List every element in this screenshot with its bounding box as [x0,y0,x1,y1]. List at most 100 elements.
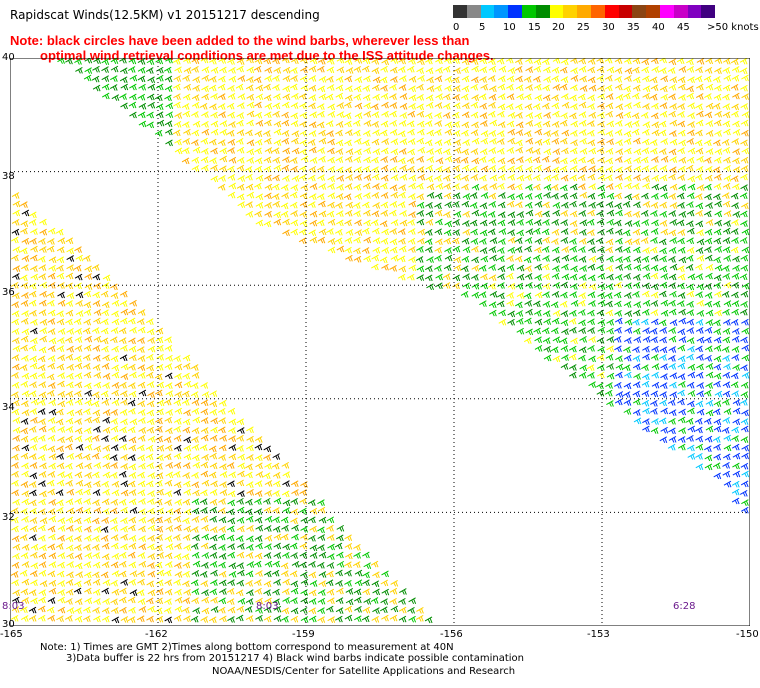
wind-barb [425,218,434,226]
wind-barb [532,148,541,155]
wind-barb [372,93,381,101]
wind-barb [127,317,136,325]
wind-barb [722,461,730,469]
wind-barb [362,551,370,559]
wind-barb [587,76,596,84]
wind-barb [722,58,731,65]
wind-barb [147,605,156,613]
wind-barb [615,363,624,371]
wind-barb [677,229,686,236]
wind-barb [587,327,595,334]
wind-barb [678,184,687,191]
wind-barb [21,462,29,470]
wind-barb [129,111,137,119]
wind-barb [93,282,101,290]
wind-barb [281,588,290,595]
wind-barb [75,571,84,578]
wind-barb [379,256,388,264]
wind-barb [182,93,191,101]
wind-barb [371,166,380,173]
wind-barb [434,139,443,146]
wind-barb [560,291,568,299]
wind-barb [100,290,109,298]
wind-barb [11,381,20,389]
wind-barb [282,597,290,604]
wind-barb [615,103,624,110]
wind-barb [210,147,218,155]
wind-barb [605,300,613,308]
wind-barb [462,210,470,218]
wind-barb [182,580,190,587]
wind-barb [622,391,631,398]
wind-barb [532,227,541,235]
wind-barb [506,255,514,262]
wind-barb [677,436,686,443]
wind-barb [128,606,136,614]
wind-barb [741,409,749,417]
wind-barb [93,445,102,453]
wind-barb [48,515,57,523]
wind-barb [127,454,136,461]
wind-barb [182,362,191,370]
wind-barb [164,344,173,352]
wind-barb [389,93,397,100]
wind-barb [192,84,200,92]
wind-barb [533,300,541,308]
wind-barb [183,488,192,496]
wind-barb [255,607,263,614]
wind-barb [200,427,209,434]
wind-barb [723,408,732,415]
wind-barb [228,444,237,451]
wind-barb [722,182,731,190]
wind-barb [704,336,712,344]
wind-barb [327,237,336,245]
wind-barb [66,247,75,255]
wind-barb [712,166,721,174]
wind-barb [453,67,461,74]
wind-barb [703,75,712,83]
wind-barb [191,481,200,489]
wind-barb [137,381,146,389]
wind-barb [316,121,325,129]
wind-barb [138,102,147,110]
wind-barb [668,247,677,254]
wind-barb [498,309,506,317]
wind-barb [254,130,263,138]
wind-barb [326,588,335,596]
wind-barb [201,524,210,532]
wind-barb [615,148,624,155]
wind-barb [451,111,460,119]
wind-barb [722,84,731,92]
wind-barb [147,490,155,497]
wind-barb [46,291,55,299]
wind-barb [110,561,119,569]
wind-barb [228,435,237,442]
wind-barb [138,525,146,533]
wind-barb [155,597,164,605]
wind-barb [633,156,641,164]
wind-barb [74,282,82,290]
wind-barb [74,427,83,435]
wind-barb [712,76,721,83]
wind-barb [678,381,686,388]
wind-barb [38,498,46,506]
wind-barb [263,497,271,505]
wind-barb [559,337,568,345]
wind-barb [659,255,667,263]
wind-barb [119,93,127,100]
wind-barb [443,237,452,245]
wind-barb [263,119,272,127]
wind-barb [541,58,550,65]
wind-barb [46,606,55,614]
wind-barb [577,93,586,101]
wind-barb [75,66,83,74]
wind-barb [631,128,640,136]
wind-barb [47,328,56,335]
wind-barb [480,120,488,127]
wind-barb [183,128,191,136]
wind-barb [507,310,516,318]
wind-barb [192,120,201,128]
wind-barb [191,498,200,505]
wind-barb [443,166,451,173]
wind-barb [75,300,83,307]
